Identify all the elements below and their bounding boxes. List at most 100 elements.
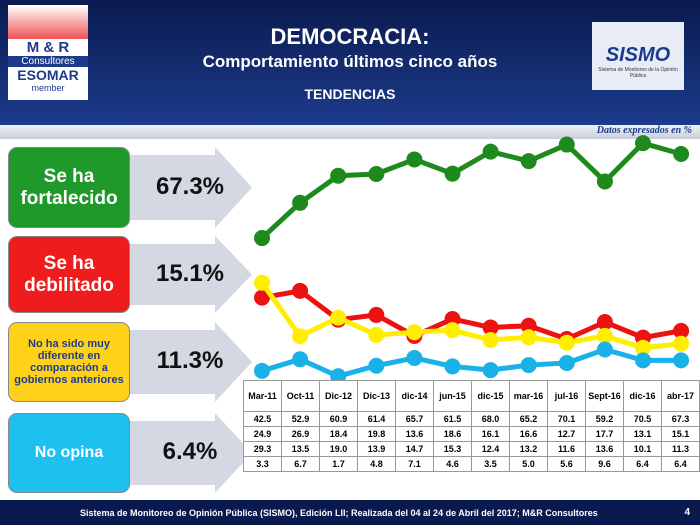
latest-value: 15.1% <box>155 259 225 287</box>
point <box>596 327 613 344</box>
logo-text: Sistema de Monitoreo de la Opinión Públi… <box>598 67 678 79</box>
point <box>254 362 270 379</box>
logo-text: M & R <box>26 39 70 56</box>
chart <box>120 135 690 493</box>
point <box>673 335 690 352</box>
table-cell: 6.4 <box>623 456 662 472</box>
point <box>254 289 270 306</box>
table-cell: 65.7 <box>395 411 434 427</box>
table-row: Mar-11 Oct-11 Dic-12 Dic-13 dic-14 jun-15 dic-… <box>243 380 700 412</box>
point <box>482 331 499 348</box>
table-cell: 6.4 <box>661 456 700 472</box>
point <box>406 324 423 341</box>
point <box>635 135 651 152</box>
table-cell: 19.8 <box>357 426 396 442</box>
table-cell: 26.9 <box>281 426 320 442</box>
series-line <box>260 140 682 240</box>
point <box>596 173 613 190</box>
table-cell: 1.7 <box>319 456 358 472</box>
section: TENDENCIAS <box>304 86 396 102</box>
point <box>406 349 423 366</box>
table-cell: abr-17 <box>661 380 700 412</box>
table-cell: 13.6 <box>395 426 434 442</box>
point <box>254 274 270 291</box>
table-row: 3.3 6.7 1.7 4.8 7.1 4.6 3.5 5.0 5.6 9.6 6.4 6.4 <box>243 456 700 472</box>
series-line <box>261 346 682 379</box>
table-cell: 9.6 <box>585 456 624 472</box>
table-cell: 11.6 <box>547 441 586 457</box>
table-cell: 5.0 <box>509 456 548 472</box>
table-cell: 7.1 <box>395 456 434 472</box>
table-cell: 29.3 <box>243 441 282 457</box>
table-cell: 24.9 <box>243 426 282 442</box>
table-cell: 12.4 <box>471 441 510 457</box>
table-cell: 10.1 <box>623 441 662 457</box>
logo-right: SISMO Sistema de Monitoreo de la Opinión… <box>592 22 684 90</box>
point <box>482 143 499 160</box>
point <box>558 334 575 351</box>
table-cell: 5.6 <box>547 456 586 472</box>
point <box>368 326 385 343</box>
point <box>596 341 613 358</box>
point <box>635 339 651 356</box>
table-cell: 42.5 <box>243 411 282 427</box>
point <box>292 328 309 345</box>
logo-text: ESOMAR <box>17 67 79 83</box>
table-cell: Dic-13 <box>357 380 396 412</box>
point <box>520 317 537 334</box>
arrow <box>120 413 252 493</box>
table-cell: 67.3 <box>661 411 700 427</box>
logo-left: M & R Consultores ESOMAR member <box>8 5 88 100</box>
series-line <box>261 288 682 342</box>
table-cell: 4.8 <box>357 456 396 472</box>
point <box>444 310 461 327</box>
point <box>292 194 309 211</box>
table-cell: 19.0 <box>319 441 358 457</box>
logo-text: SISMO <box>605 44 671 66</box>
category-box: Se ha debilitado <box>8 236 130 313</box>
table-cell: 13.9 <box>357 441 396 457</box>
point <box>635 352 651 369</box>
point <box>520 357 537 374</box>
table-cell: 12.7 <box>547 426 586 442</box>
table-cell: mar-16 <box>509 380 548 412</box>
table-row: 24.9 26.9 18.4 19.8 13.6 18.6 16.1 16.6 12.7 17.7… <box>243 426 700 442</box>
table-cell: 13.1 <box>623 426 662 442</box>
table-cell: 3.3 <box>243 456 282 472</box>
point <box>520 329 537 346</box>
point <box>482 362 499 379</box>
point <box>368 166 385 183</box>
point <box>558 136 575 153</box>
point <box>558 355 575 372</box>
point <box>673 322 690 339</box>
point <box>330 167 347 184</box>
logo-text: Consultores <box>8 56 88 67</box>
table-cell: Sept-16 <box>585 380 624 412</box>
category-box: No ha sido muy diferente en comparación … <box>8 322 130 402</box>
point <box>673 146 690 163</box>
table-cell: 52.9 <box>281 411 320 427</box>
point <box>368 306 385 323</box>
logo-text: member <box>31 83 65 93</box>
point <box>520 153 537 170</box>
table-row: 29.3 13.5 19.0 13.9 14.7 15.3 12.4 13.2 11.6 13.6… <box>243 441 700 457</box>
table-cell: 70.5 <box>623 411 662 427</box>
category-box: No opina <box>8 413 130 493</box>
table-cell: 61.4 <box>357 411 396 427</box>
table-cell: 14.7 <box>395 441 434 457</box>
table-cell: 13.6 <box>585 441 624 457</box>
table-cell: 59.2 <box>585 411 624 427</box>
title: DEMOCRACIA: <box>270 24 430 49</box>
table-cell: Oct-11 <box>281 380 320 412</box>
category-box: Se ha fortalecido <box>8 147 130 228</box>
point <box>444 358 461 375</box>
point <box>292 282 309 299</box>
table-cell: 13.2 <box>509 441 548 457</box>
table-cell: 17.7 <box>585 426 624 442</box>
point <box>673 352 690 369</box>
note-band <box>0 125 700 139</box>
arrow <box>120 147 252 228</box>
table-cell: 11.3 <box>661 441 700 457</box>
latest-value: 67.3% <box>155 172 225 200</box>
